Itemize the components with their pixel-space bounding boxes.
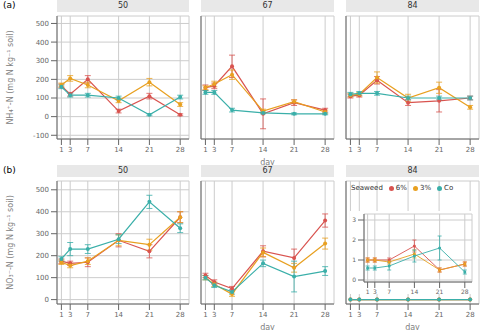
svg-text:1: 1 xyxy=(352,256,356,263)
svg-text:14: 14 xyxy=(114,311,123,319)
svg-text:28: 28 xyxy=(321,311,330,319)
svg-text:0: 0 xyxy=(45,113,49,121)
svg-text:14: 14 xyxy=(404,146,413,154)
svg-text:7: 7 xyxy=(230,146,234,154)
svg-text:300: 300 xyxy=(36,57,49,65)
html-text:67: 67 xyxy=(262,166,273,175)
html-text:84: 84 xyxy=(407,1,418,10)
svg-text:200: 200 xyxy=(36,252,49,260)
svg-text:0: 0 xyxy=(45,296,49,304)
svg-text:3: 3 xyxy=(212,311,216,319)
svg-text:21: 21 xyxy=(145,311,154,319)
svg-text:2: 2 xyxy=(352,236,356,243)
svg-text:28: 28 xyxy=(466,146,475,154)
svg-text:500: 500 xyxy=(36,20,49,28)
svg-text:14: 14 xyxy=(259,311,268,319)
html-text:(a): (a) xyxy=(3,0,16,10)
svg-text:7: 7 xyxy=(375,146,379,154)
svg-text:28: 28 xyxy=(321,146,330,154)
svg-text:day: day xyxy=(260,323,275,330)
svg-text:-100: -100 xyxy=(33,132,49,140)
svg-text:7: 7 xyxy=(230,311,234,319)
svg-text:3: 3 xyxy=(357,146,361,154)
svg-text:28: 28 xyxy=(176,311,185,319)
svg-text:7: 7 xyxy=(387,288,391,294)
svg-text:1: 1 xyxy=(348,311,352,319)
svg-text:14: 14 xyxy=(114,146,123,154)
html-text:84: 84 xyxy=(407,166,418,175)
svg-text:NO₃⁻-N (mg N kg⁻¹ soil): NO₃⁻-N (mg N kg⁻¹ soil) xyxy=(8,195,15,290)
svg-text:21: 21 xyxy=(290,311,299,319)
html-text:Seaweed: Seaweed xyxy=(351,184,383,192)
svg-text:28: 28 xyxy=(466,311,475,319)
html-text:67: 67 xyxy=(262,1,273,10)
svg-text:14: 14 xyxy=(404,311,413,319)
svg-text:14: 14 xyxy=(411,288,419,294)
html-text:3%: 3% xyxy=(419,184,431,192)
svg-text:7: 7 xyxy=(86,311,90,319)
svg-text:28: 28 xyxy=(176,146,185,154)
svg-text:100: 100 xyxy=(36,94,49,102)
svg-text:21: 21 xyxy=(290,146,299,154)
html-text:6%: 6% xyxy=(395,184,407,192)
svg-text:7: 7 xyxy=(86,146,90,154)
svg-text:1: 1 xyxy=(59,146,63,154)
svg-text:3: 3 xyxy=(212,146,216,154)
svg-text:21: 21 xyxy=(436,288,444,294)
svg-text:21: 21 xyxy=(435,311,444,319)
svg-text:3: 3 xyxy=(68,311,72,319)
svg-text:1: 1 xyxy=(59,311,63,319)
svg-text:3: 3 xyxy=(373,288,377,294)
svg-text:day: day xyxy=(260,158,275,165)
svg-text:500: 500 xyxy=(36,186,49,194)
svg-text:3: 3 xyxy=(357,311,361,319)
svg-text:300: 300 xyxy=(36,230,49,238)
svg-text:200: 200 xyxy=(36,76,49,84)
svg-text:7: 7 xyxy=(375,311,379,319)
svg-text:1: 1 xyxy=(203,311,207,319)
svg-text:14: 14 xyxy=(259,146,268,154)
svg-text:21: 21 xyxy=(145,146,154,154)
svg-text:100: 100 xyxy=(36,274,49,282)
html-text:50: 50 xyxy=(117,166,129,175)
svg-text:21: 21 xyxy=(435,146,444,154)
html-text:(b): (b) xyxy=(3,165,16,175)
svg-text:3: 3 xyxy=(68,146,72,154)
svg-text:400: 400 xyxy=(36,39,49,47)
svg-text:28: 28 xyxy=(461,288,469,294)
svg-text:1: 1 xyxy=(203,146,207,154)
svg-text:1: 1 xyxy=(348,146,352,154)
html-text:50: 50 xyxy=(117,1,129,10)
svg-text:NH₄⁺-N (mg N kg⁻¹ soil): NH₄⁺-N (mg N kg⁻¹ soil) xyxy=(8,30,15,124)
svg-text:400: 400 xyxy=(36,208,49,216)
svg-text:0: 0 xyxy=(352,276,356,283)
svg-text:3: 3 xyxy=(352,216,356,223)
svg-text:day: day xyxy=(405,323,420,330)
svg-text:1: 1 xyxy=(366,288,370,294)
html-text:Co: Co xyxy=(444,184,454,192)
